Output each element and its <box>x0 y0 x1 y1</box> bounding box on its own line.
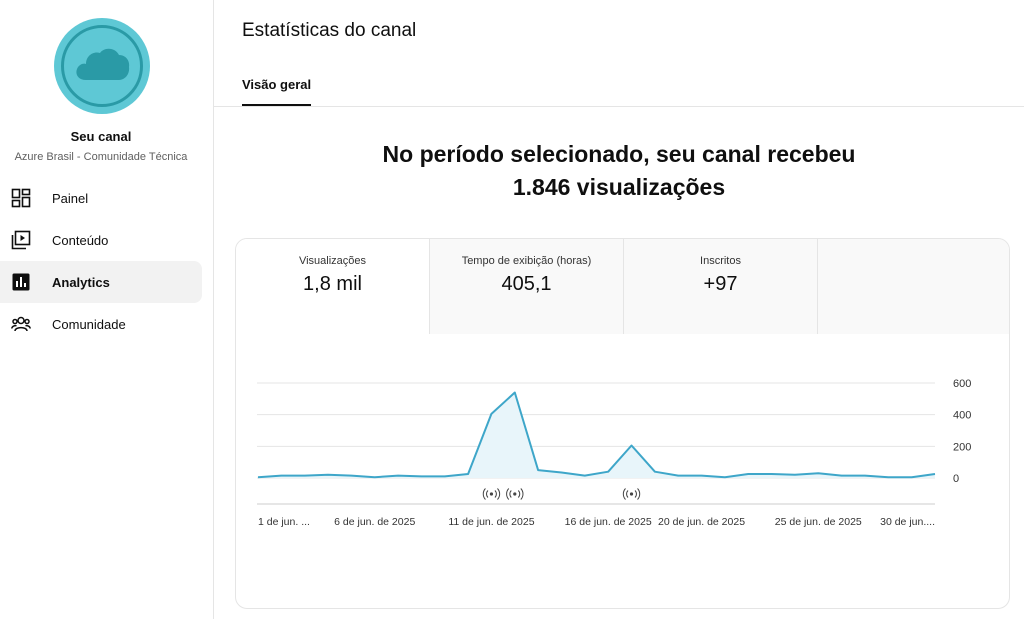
metric-value: +97 <box>703 273 738 295</box>
channel-subtitle: Azure Brasil - Comunidade Técnica <box>14 151 188 163</box>
channel-name: Seu canal <box>70 129 132 144</box>
page-title: Estatísticas do canal <box>242 20 417 41</box>
metric-value: 1,8 mil <box>303 273 362 295</box>
sidebar: Seu canal Azure Brasil - Comunidade Técn… <box>0 0 214 619</box>
metric-label: Tempo de exibição (horas) <box>461 255 592 267</box>
metric-tabs: Visualizações 1,8 mil Tempo de exibição … <box>236 239 1009 334</box>
live-broadcast-icon <box>622 488 641 500</box>
metric-label: Inscritos <box>700 255 741 267</box>
analytics-card: Visualizações 1,8 mil Tempo de exibição … <box>235 238 1010 609</box>
sidebar-item-analytics[interactable]: Analytics <box>0 261 202 303</box>
summary-line-2: 1.846 visualizações <box>512 174 726 200</box>
sidebar-item-painel[interactable]: Painel <box>0 177 202 219</box>
chart-y-axis: 0 200 400 600 <box>953 378 971 485</box>
dashboard-icon <box>11 188 31 208</box>
chart-x-axis: 1 de jun. ... 6 de jun. de 2025 11 de jun.… <box>258 516 935 528</box>
sidebar-item-label: Conteúdo <box>52 232 109 248</box>
summary-line-1: No período selecionado, seu canal recebe… <box>382 141 856 167</box>
sidebar-item-conteudo[interactable]: Conteúdo <box>0 219 202 261</box>
chart-area-fill <box>258 392 935 478</box>
x-tick-label: 11 de jun. de 2025 <box>448 516 534 528</box>
main-content: Estatísticas do canal Visão geral No per… <box>214 0 1024 619</box>
tab-visao-geral[interactable]: Visão geral <box>242 77 312 106</box>
metric-tab-watch-time[interactable]: Tempo de exibição (horas) 405,1 <box>430 239 624 334</box>
x-tick-label: 1 de jun. ... <box>258 516 310 528</box>
live-broadcast-icon <box>506 488 524 500</box>
analytics-icon <box>12 273 30 291</box>
x-tick-label: 16 de jun. de 2025 <box>565 516 652 528</box>
video-library-icon <box>11 230 31 250</box>
cloud-icon <box>76 48 130 80</box>
channel-avatar[interactable] <box>54 18 150 114</box>
metric-label: Visualizações <box>298 255 367 267</box>
y-tick-label: 400 <box>953 410 971 422</box>
x-tick-label: 25 de jun. de 2025 <box>775 516 862 528</box>
metric-value: 405,1 <box>501 273 552 295</box>
sidebar-item-label: Painel <box>52 190 89 206</box>
y-tick-label: 200 <box>953 441 971 453</box>
sidebar-item-label: Analytics <box>52 274 110 290</box>
x-tick-label: 30 de jun.... <box>880 516 935 528</box>
tabs-divider <box>214 106 1024 107</box>
sidebar-item-label: Comunidade <box>52 316 126 332</box>
x-tick-label: 6 de jun. de 2025 <box>334 516 415 528</box>
people-icon <box>11 316 31 332</box>
summary-headline: No período selecionado, seu canal recebe… <box>214 138 1024 204</box>
avatar-ring <box>61 25 143 107</box>
y-tick-label: 0 <box>953 473 959 485</box>
x-tick-label: 20 de jun. de 2025 <box>658 516 745 528</box>
views-chart: 0 200 400 600 1 de jun. ... 6 de jun. de 202… <box>257 378 971 528</box>
metric-tab-subscribers[interactable]: Inscritos +97 <box>624 239 818 334</box>
chart-markers <box>482 488 641 500</box>
live-broadcast-icon <box>482 488 501 500</box>
chart-grid <box>257 382 935 479</box>
chart-series-line <box>257 391 936 479</box>
y-tick-label: 600 <box>953 378 971 390</box>
sidebar-item-comunidade[interactable]: Comunidade <box>0 303 202 345</box>
metric-tab-views[interactable]: Visualizações 1,8 mil <box>236 239 430 334</box>
metric-tab-empty <box>818 239 1009 334</box>
